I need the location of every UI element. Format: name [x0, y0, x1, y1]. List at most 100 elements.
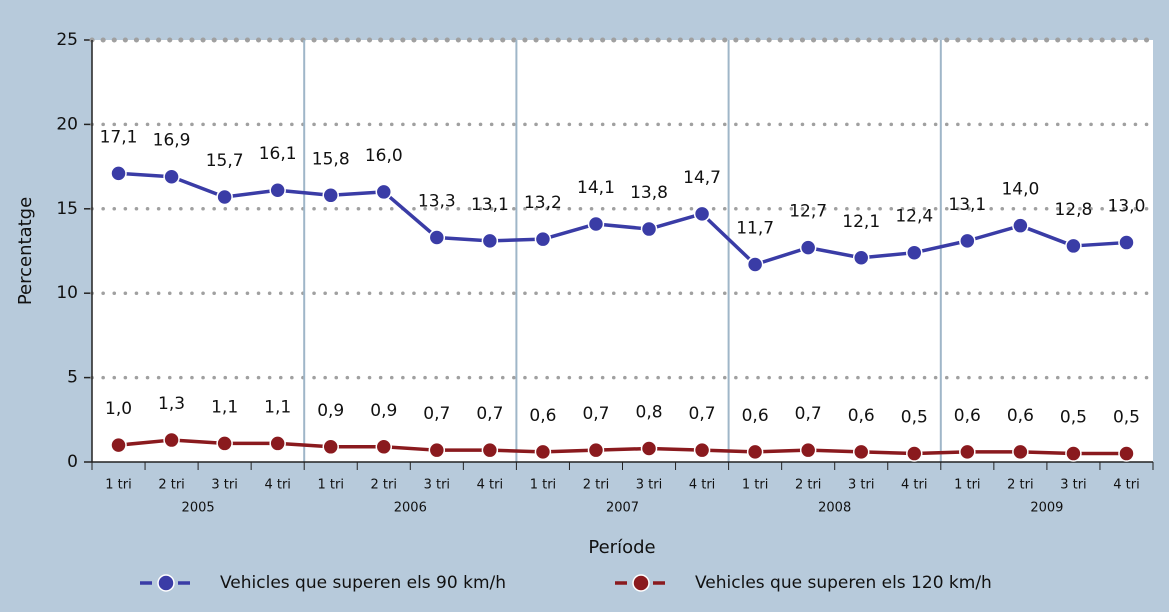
data-point: [110, 436, 127, 454]
data-label: 13,8: [630, 183, 668, 203]
data-point: [852, 443, 870, 461]
legend-marker: [157, 574, 175, 592]
data-label: 14,7: [683, 168, 721, 188]
x-tick-label: 4 tri: [689, 478, 715, 493]
data-point: [216, 188, 233, 206]
plot-area: [92, 40, 1153, 462]
data-label: 0,5: [1060, 408, 1087, 428]
legend-label: Vehicles que superen els 120 km/h: [695, 573, 992, 593]
data-point: [1012, 443, 1029, 461]
y-tick-label: 20: [56, 114, 78, 134]
data-label: 0,6: [848, 406, 875, 426]
data-point: [1065, 237, 1082, 255]
data-label: 0,7: [423, 404, 450, 424]
data-point: [428, 229, 446, 246]
x-tick-label: 2 tri: [795, 478, 821, 493]
data-point: [269, 435, 286, 452]
data-point: [587, 441, 605, 459]
data-label: 0,6: [1007, 406, 1034, 426]
x-tick-label: 4 tri: [1113, 478, 1139, 493]
data-label: 13,1: [471, 195, 509, 215]
data-label: 11,7: [736, 219, 774, 239]
data-point: [375, 438, 393, 456]
data-label: 14,0: [1001, 180, 1039, 200]
data-label: 13,2: [524, 193, 562, 213]
x-tick-label: 2 tri: [1007, 478, 1033, 493]
data-point: [163, 431, 180, 449]
data-point: [640, 220, 658, 238]
data-point: [959, 443, 976, 461]
data-point: [534, 443, 552, 461]
x-tick-label: 1 tri: [317, 478, 343, 493]
data-label: 12,4: [895, 207, 933, 227]
data-label: 0,7: [476, 404, 503, 424]
data-point: [481, 232, 499, 250]
data-point: [1118, 445, 1135, 462]
x-tick-label: 2 tri: [158, 478, 184, 493]
data-label: 0,6: [954, 406, 981, 426]
data-label: 14,1: [577, 178, 615, 198]
year-label: 2007: [606, 501, 639, 516]
data-label: 12,8: [1054, 200, 1092, 220]
data-label: 1,1: [211, 397, 238, 417]
y-tick-label: 15: [56, 199, 78, 219]
x-tick-label: 3 tri: [1060, 478, 1086, 493]
x-tick-label: 1 tri: [105, 478, 131, 493]
x-tick-label: 4 tri: [901, 478, 927, 493]
data-point: [322, 438, 339, 456]
data-label: 0,5: [1113, 408, 1140, 428]
x-tick-label: 3 tri: [211, 478, 237, 493]
data-label: 13,0: [1108, 197, 1146, 217]
data-point: [746, 256, 764, 273]
data-point: [1012, 217, 1029, 234]
x-tick-label: 3 tri: [424, 478, 450, 493]
data-label: 0,6: [742, 406, 769, 426]
year-label: 2005: [182, 501, 215, 516]
data-label: 0,7: [582, 404, 609, 424]
data-label: 0,5: [901, 408, 928, 428]
data-label: 1,1: [264, 397, 291, 417]
data-point: [587, 215, 605, 233]
series-line: [118, 438, 1127, 456]
data-point: [746, 443, 764, 461]
data-label: 13,3: [418, 191, 456, 211]
year-label: 2006: [394, 501, 427, 516]
data-point: [216, 435, 233, 452]
data-label: 0,6: [529, 406, 556, 426]
data-label: 17,1: [100, 127, 138, 147]
year-label: 2008: [818, 501, 851, 516]
data-label: 0,7: [795, 404, 822, 424]
data-label: 15,8: [312, 149, 350, 169]
data-label: 16,0: [365, 146, 403, 166]
y-axis-label: Percentatge: [15, 197, 36, 305]
data-point: [375, 183, 393, 201]
data-point: [959, 232, 976, 250]
data-label: 12,7: [789, 202, 827, 222]
data-point: [269, 181, 286, 199]
data-label: 0,9: [317, 401, 344, 421]
data-label: 0,9: [370, 401, 397, 421]
data-point: [693, 205, 711, 223]
data-point: [322, 187, 339, 204]
data-point: [852, 249, 870, 267]
data-point: [799, 239, 817, 256]
data-point: [906, 244, 923, 261]
x-tick-label: 2 tri: [583, 478, 609, 493]
y-tick-label: 25: [56, 30, 78, 50]
data-label: 13,1: [948, 195, 986, 215]
x-tick-label: 2 tri: [371, 478, 397, 493]
data-point: [799, 441, 817, 459]
data-point: [640, 440, 658, 457]
x-tick-label: 4 tri: [264, 478, 290, 493]
data-label: 0,7: [689, 404, 716, 424]
data-point: [1065, 445, 1082, 462]
data-label: 0,8: [636, 402, 663, 422]
x-tick-label: 1 tri: [954, 478, 980, 493]
x-tick-label: 3 tri: [848, 478, 874, 493]
data-point: [1118, 234, 1135, 251]
x-tick-label: 4 tri: [477, 478, 503, 493]
data-point: [906, 445, 923, 462]
data-point: [481, 441, 499, 459]
legend-label: Vehicles que superen els 90 km/h: [220, 573, 506, 593]
